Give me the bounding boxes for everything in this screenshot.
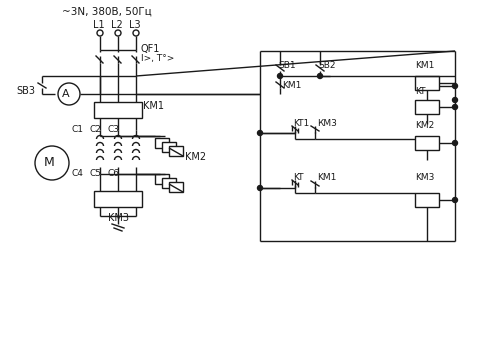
Text: L2: L2	[111, 20, 123, 30]
Bar	[415, 136, 439, 150]
Text: KT: KT	[293, 173, 304, 182]
Text: QF1: QF1	[141, 44, 161, 54]
Text: L3: L3	[129, 20, 141, 30]
Text: L1: L1	[93, 20, 105, 30]
Text: A: A	[62, 89, 70, 99]
Bar	[169, 146, 183, 156]
Text: C1: C1	[72, 126, 84, 135]
Text: KT: KT	[415, 88, 425, 97]
Text: C2: C2	[90, 126, 102, 135]
Circle shape	[453, 104, 457, 109]
Circle shape	[453, 83, 457, 89]
Circle shape	[278, 73, 282, 79]
Bar	[162, 178, 176, 188]
Text: KT1: KT1	[293, 119, 309, 128]
Bar	[162, 142, 176, 152]
Text: I>, T°>: I>, T°>	[141, 54, 174, 63]
Text: KM1: KM1	[282, 82, 301, 91]
Text: KM2: KM2	[415, 121, 434, 130]
Bar	[155, 174, 169, 184]
Circle shape	[258, 130, 262, 136]
Bar	[415, 100, 439, 114]
Bar	[415, 193, 439, 207]
Text: SB3: SB3	[16, 86, 35, 96]
Circle shape	[258, 185, 262, 191]
Text: КМ3: КМ3	[317, 119, 337, 128]
Bar	[155, 138, 169, 148]
Text: M: M	[43, 156, 54, 170]
Text: KM1: KM1	[143, 101, 164, 111]
Text: C3: C3	[108, 126, 120, 135]
Text: KM1: KM1	[415, 62, 435, 71]
Bar	[169, 182, 183, 192]
Text: ~3N, 380В, 50Гц: ~3N, 380В, 50Гц	[62, 7, 152, 17]
Text: KM3: KM3	[108, 213, 129, 223]
Text: C4: C4	[72, 170, 84, 179]
Bar	[94, 191, 142, 207]
Text: KM3: KM3	[415, 173, 435, 182]
Circle shape	[453, 140, 457, 146]
Text: SB1: SB1	[278, 62, 295, 71]
Circle shape	[453, 98, 457, 102]
Bar	[94, 102, 142, 118]
Text: C6: C6	[108, 170, 120, 179]
Circle shape	[453, 198, 457, 202]
Bar	[415, 76, 439, 90]
Circle shape	[317, 73, 323, 79]
Text: SB2: SB2	[318, 62, 336, 71]
Text: KM2: KM2	[185, 152, 206, 162]
Text: C5: C5	[90, 170, 102, 179]
Text: KM1: KM1	[317, 173, 337, 182]
